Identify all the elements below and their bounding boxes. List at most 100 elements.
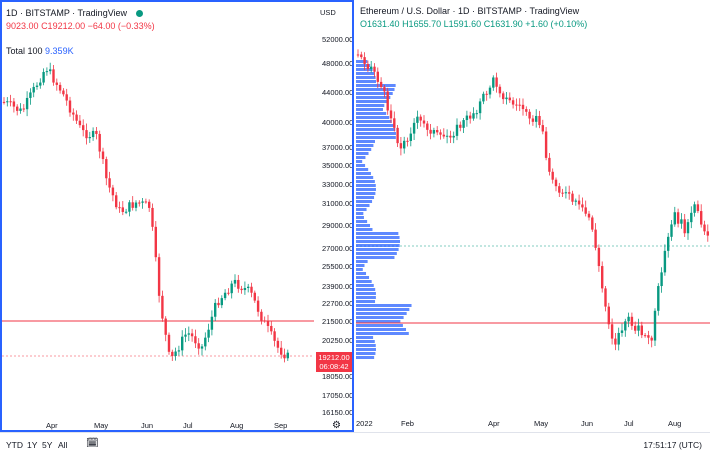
right-chart-pane[interactable]: Ethereum / U.S. Dollar · 1D · BITSTAMP ·…	[356, 0, 710, 432]
candle-body	[250, 286, 253, 293]
price-tick-label: 33000.00	[322, 180, 354, 189]
candle-body	[230, 283, 233, 294]
price-tick-label: 29000.00	[322, 221, 354, 230]
candle-body	[439, 132, 442, 135]
range-ytd-button[interactable]: YTD	[6, 440, 23, 450]
candle-body	[138, 202, 141, 204]
candle-body	[488, 87, 492, 95]
volume-profile-bar	[356, 156, 366, 159]
volume-profile-bar	[356, 116, 390, 119]
utc-clock[interactable]: 17:51:17 (UTC)	[643, 440, 702, 450]
volume-profile-bar	[356, 100, 388, 103]
candle-body	[399, 143, 403, 149]
candle-body	[449, 135, 452, 138]
candle-body	[584, 207, 587, 214]
candle-body	[366, 63, 370, 70]
market-open-icon	[135, 10, 143, 18]
candle-body	[134, 202, 138, 208]
candle-body	[706, 231, 709, 236]
right-ohlc-line: O1631.40 H1655.70 L1591.60 C1631.90 +1.6…	[360, 19, 587, 29]
candle-body	[528, 111, 531, 119]
candle-body	[383, 87, 386, 92]
candle-body	[52, 69, 55, 83]
candle-body	[544, 131, 548, 158]
candle-body	[610, 324, 614, 339]
time-tick-label: Apr	[46, 421, 58, 430]
candle-body	[286, 352, 289, 359]
candle-body	[462, 120, 465, 128]
candle-body	[220, 298, 223, 306]
candle-body	[237, 279, 240, 289]
candle-body	[55, 82, 58, 85]
candle-body	[571, 193, 574, 202]
candle-body	[538, 115, 541, 126]
volume-profile-bar	[356, 240, 400, 243]
candle-body	[22, 108, 25, 110]
candle-body	[554, 179, 558, 187]
candle-body	[419, 116, 422, 121]
settings-gear-icon[interactable]: ⚙	[332, 420, 341, 431]
candle-body	[680, 219, 683, 224]
candle-body	[558, 186, 561, 193]
candle-body	[502, 93, 505, 100]
candle-body	[273, 331, 276, 341]
price-tick-label: 48000.00	[322, 59, 354, 68]
indicator-name: Total 100	[6, 46, 43, 56]
bar-countdown: 06:08:42	[319, 362, 349, 371]
volume-profile-bar	[356, 88, 395, 91]
left-chart-pane[interactable]: 1D · BITSTAMP · TradingView 9023.00 C192…	[0, 0, 354, 432]
candle-body	[161, 295, 164, 319]
time-tick-label: Jul	[624, 419, 634, 428]
volume-profile-bar	[356, 176, 374, 179]
candle-body	[9, 101, 12, 103]
candle-body	[45, 71, 49, 73]
range-5y-button[interactable]: 5Y	[42, 440, 53, 450]
candle-body	[85, 130, 88, 139]
candle-body	[240, 288, 243, 291]
candle-body	[32, 86, 35, 93]
candle-body	[485, 93, 488, 95]
time-tick-label: 2022	[356, 419, 373, 428]
candle-body	[197, 343, 200, 349]
candle-body	[174, 351, 177, 356]
right-high: H1655.70	[402, 19, 442, 29]
candle-body	[531, 118, 535, 122]
volume-profile-bar	[356, 200, 373, 203]
right-change: +1.60 (+0.10%)	[525, 19, 588, 29]
range-1y-button[interactable]: 1Y	[27, 440, 38, 450]
candle-body	[356, 54, 360, 56]
candle-body	[227, 292, 230, 294]
candle-body	[256, 300, 260, 312]
volume-profile-bar	[356, 324, 403, 327]
volume-profile-bar	[356, 144, 374, 147]
candle-body	[131, 202, 134, 208]
candle-body	[561, 192, 564, 194]
price-tick-label: 18050.00	[322, 372, 354, 381]
last-price-badge: 19212.00 06:08:42	[316, 352, 352, 372]
left-ohlc-partial: 9023.00	[6, 21, 39, 31]
right-price-chart[interactable]	[356, 0, 710, 432]
candle-body	[670, 224, 673, 237]
candle-body	[686, 222, 690, 234]
candle-body	[151, 207, 154, 227]
currency-label[interactable]: USD	[320, 8, 336, 17]
left-indicator-legend[interactable]: Total 100 9.359K	[6, 46, 74, 56]
candle-body	[200, 346, 204, 349]
range-all-button[interactable]: All	[58, 440, 68, 450]
left-price-chart[interactable]	[2, 2, 354, 432]
calendar-goto-icon[interactable]: 🗓	[86, 438, 99, 449]
price-tick-label: 20250.00	[322, 336, 354, 345]
candle-body	[148, 201, 151, 208]
volume-profile-bar	[356, 260, 368, 263]
volume-profile-bar	[356, 76, 376, 79]
candle-body	[630, 316, 634, 326]
candle-body	[620, 330, 624, 333]
volume-profile-bar	[356, 292, 376, 295]
candle-body	[65, 94, 68, 101]
candle-body	[157, 257, 161, 296]
candle-body	[121, 207, 124, 212]
candle-body	[577, 200, 581, 205]
volume-profile-bar	[356, 340, 375, 343]
candle-body	[676, 212, 680, 224]
candle-body	[141, 201, 144, 203]
